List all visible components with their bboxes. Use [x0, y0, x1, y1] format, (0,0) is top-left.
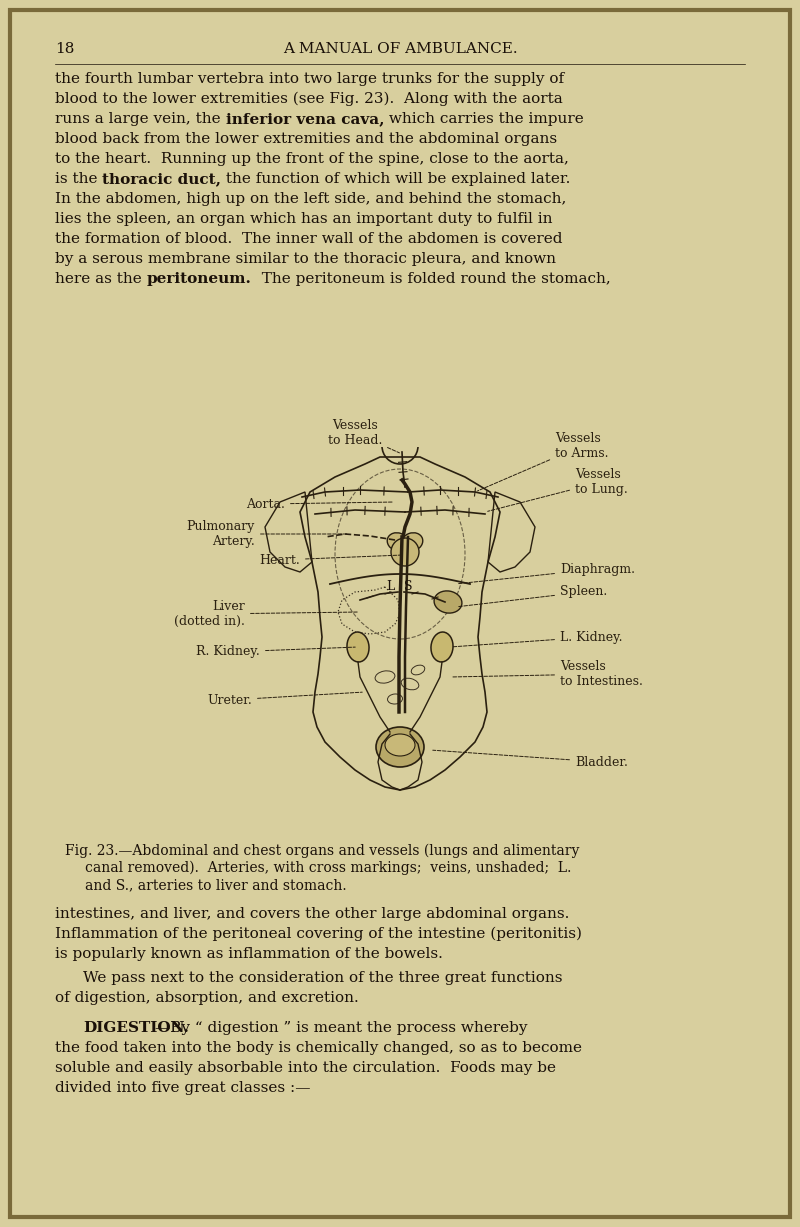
Text: The peritoneum is folded round the stomach,: The peritoneum is folded round the stoma…: [251, 272, 610, 286]
Text: L: L: [386, 580, 394, 594]
Text: Ureter.: Ureter.: [207, 692, 362, 707]
Text: canal removed).  Arteries, with cross markings;  veins, unshaded;  L.: canal removed). Arteries, with cross mar…: [85, 861, 571, 875]
Text: the function of which will be explained later.: the function of which will be explained …: [222, 172, 570, 187]
Text: Fig. 23.—Abdominal and chest organs and vessels (lungs and alimentary: Fig. 23.—Abdominal and chest organs and …: [65, 844, 579, 859]
Ellipse shape: [387, 533, 409, 551]
Text: the fourth lumbar vertebra into two large trunks for the supply of: the fourth lumbar vertebra into two larg…: [55, 72, 564, 86]
Text: of digestion, absorption, and excretion.: of digestion, absorption, and excretion.: [55, 991, 358, 1005]
Text: blood to the lower extremities (see Fig. 23).  Along with the aorta: blood to the lower extremities (see Fig.…: [55, 92, 562, 107]
Ellipse shape: [385, 734, 415, 756]
Text: Liver
(dotted in).: Liver (dotted in).: [174, 600, 358, 628]
Ellipse shape: [434, 591, 462, 614]
Text: thoracic duct,: thoracic duct,: [102, 172, 222, 187]
Text: —By “ digestion ” is meant the process whereby: —By “ digestion ” is meant the process w…: [155, 1021, 527, 1036]
Text: intestines, and liver, and covers the other large abdominal organs.: intestines, and liver, and covers the ot…: [55, 907, 570, 921]
Text: is the: is the: [55, 172, 102, 187]
Text: divided into five great classes :—: divided into five great classes :—: [55, 1081, 310, 1094]
Text: In the abdomen, high up on the left side, and behind the stomach,: In the abdomen, high up on the left side…: [55, 191, 566, 206]
Text: which carries the impure: which carries the impure: [384, 112, 584, 126]
Text: runs a large vein, the: runs a large vein, the: [55, 112, 226, 126]
Text: Inflammation of the peritoneal covering of the intestine (peritonitis): Inflammation of the peritoneal covering …: [55, 928, 582, 941]
Ellipse shape: [402, 533, 422, 551]
Text: inferior vena cava,: inferior vena cava,: [226, 112, 384, 126]
Ellipse shape: [347, 632, 369, 663]
Text: is popularly known as inflammation of the bowels.: is popularly known as inflammation of th…: [55, 947, 443, 961]
Ellipse shape: [376, 728, 424, 767]
Text: DIGESTION.: DIGESTION.: [83, 1021, 189, 1036]
Text: L. Kidney.: L. Kidney.: [453, 631, 622, 647]
Text: peritoneum.: peritoneum.: [146, 272, 251, 286]
Ellipse shape: [391, 537, 419, 566]
Text: A MANUAL OF AMBULANCE.: A MANUAL OF AMBULANCE.: [282, 42, 518, 56]
Text: Diaphragm.: Diaphragm.: [458, 562, 635, 584]
Text: the food taken into the body is chemically changed, so as to become: the food taken into the body is chemical…: [55, 1040, 582, 1055]
Ellipse shape: [431, 632, 453, 663]
Text: Spleen.: Spleen.: [458, 585, 607, 606]
Text: by a serous membrane similar to the thoracic pleura, and known: by a serous membrane similar to the thor…: [55, 252, 556, 266]
Text: 18: 18: [55, 42, 74, 56]
Text: and S., arteries to liver and stomach.: and S., arteries to liver and stomach.: [85, 879, 346, 892]
Text: to the heart.  Running up the front of the spine, close to the aorta,: to the heart. Running up the front of th…: [55, 152, 569, 166]
Text: blood back from the lower extremities and the abdominal organs: blood back from the lower extremities an…: [55, 133, 557, 146]
Text: here as the: here as the: [55, 272, 146, 286]
Text: R. Kidney.: R. Kidney.: [196, 645, 355, 659]
Text: Vessels
to Head.: Vessels to Head.: [328, 418, 399, 453]
Text: Vessels
to Intestines.: Vessels to Intestines.: [453, 660, 643, 688]
Text: lies the spleen, an organ which has an important duty to fulfil in: lies the spleen, an organ which has an i…: [55, 212, 553, 226]
Text: Pulmonary
Artery.: Pulmonary Artery.: [186, 520, 347, 548]
Text: the formation of blood.  The inner wall of the abdomen is covered: the formation of blood. The inner wall o…: [55, 232, 562, 245]
Text: S: S: [404, 580, 412, 594]
Text: Aorta.: Aorta.: [246, 497, 392, 510]
Text: We pass next to the consideration of the three great functions: We pass next to the consideration of the…: [83, 971, 562, 985]
Text: Heart.: Heart.: [259, 553, 400, 567]
Text: soluble and easily absorbable into the circulation.  Foods may be: soluble and easily absorbable into the c…: [55, 1061, 556, 1075]
Text: Vessels
to Arms.: Vessels to Arms.: [478, 432, 609, 491]
Text: Vessels
to Lung.: Vessels to Lung.: [488, 467, 628, 512]
Text: Bladder.: Bladder.: [433, 750, 628, 768]
